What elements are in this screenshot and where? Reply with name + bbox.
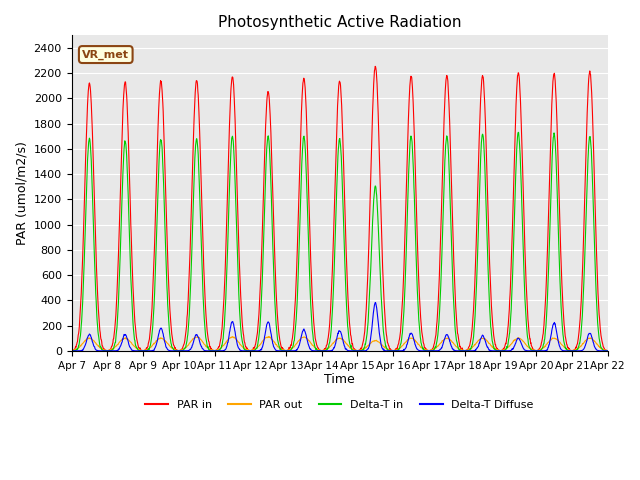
Delta-T Diffuse [423, 348, 431, 354]
Line: Delta-T in: Delta-T in [72, 132, 608, 351]
Delta-T Diffuse [541, 348, 548, 354]
PAR out [389, 348, 397, 353]
Delta-T in [541, 336, 548, 342]
Delta-T Diffuse [187, 346, 195, 352]
PAR out [247, 348, 255, 353]
PAR out [68, 348, 76, 353]
Delta-T in [187, 278, 195, 284]
PAR in [530, 348, 538, 354]
PAR in [423, 347, 431, 353]
X-axis label: Time: Time [324, 373, 355, 386]
Text: VR_met: VR_met [83, 49, 129, 60]
PAR out [493, 347, 501, 353]
Delta-T in [389, 348, 397, 354]
Title: Photosynthetic Active Radiation: Photosynthetic Active Radiation [218, 15, 461, 30]
PAR in [541, 311, 548, 317]
PAR out [604, 348, 612, 353]
Line: Delta-T Diffuse: Delta-T Diffuse [72, 302, 608, 351]
Delta-T Diffuse [174, 348, 182, 354]
Delta-T in [515, 130, 522, 135]
Delta-T Diffuse [604, 348, 612, 354]
Line: PAR in: PAR in [72, 66, 608, 351]
Delta-T in [423, 348, 431, 354]
Delta-T Diffuse [247, 348, 255, 354]
PAR in [174, 348, 182, 353]
PAR out [174, 348, 182, 353]
PAR in [493, 346, 501, 352]
Y-axis label: PAR (umol/m2/s): PAR (umol/m2/s) [15, 141, 28, 245]
Delta-T Diffuse [372, 300, 380, 305]
Delta-T in [174, 348, 182, 354]
PAR out [541, 343, 548, 349]
Delta-T Diffuse [68, 348, 76, 354]
PAR in [187, 226, 195, 231]
Delta-T in [493, 348, 501, 353]
PAR in [247, 348, 255, 353]
Delta-T in [604, 348, 612, 354]
PAR out [424, 348, 431, 353]
Delta-T Diffuse [542, 348, 550, 354]
Delta-T in [247, 348, 255, 354]
PAR out [187, 338, 195, 344]
Delta-T in [68, 348, 76, 354]
Line: PAR out: PAR out [72, 336, 608, 350]
PAR in [68, 348, 76, 354]
PAR out [229, 334, 237, 339]
PAR in [371, 63, 379, 69]
PAR in [604, 348, 612, 354]
Delta-T Diffuse [493, 348, 501, 354]
Legend: PAR in, PAR out, Delta-T in, Delta-T Diffuse: PAR in, PAR out, Delta-T in, Delta-T Dif… [141, 396, 538, 415]
